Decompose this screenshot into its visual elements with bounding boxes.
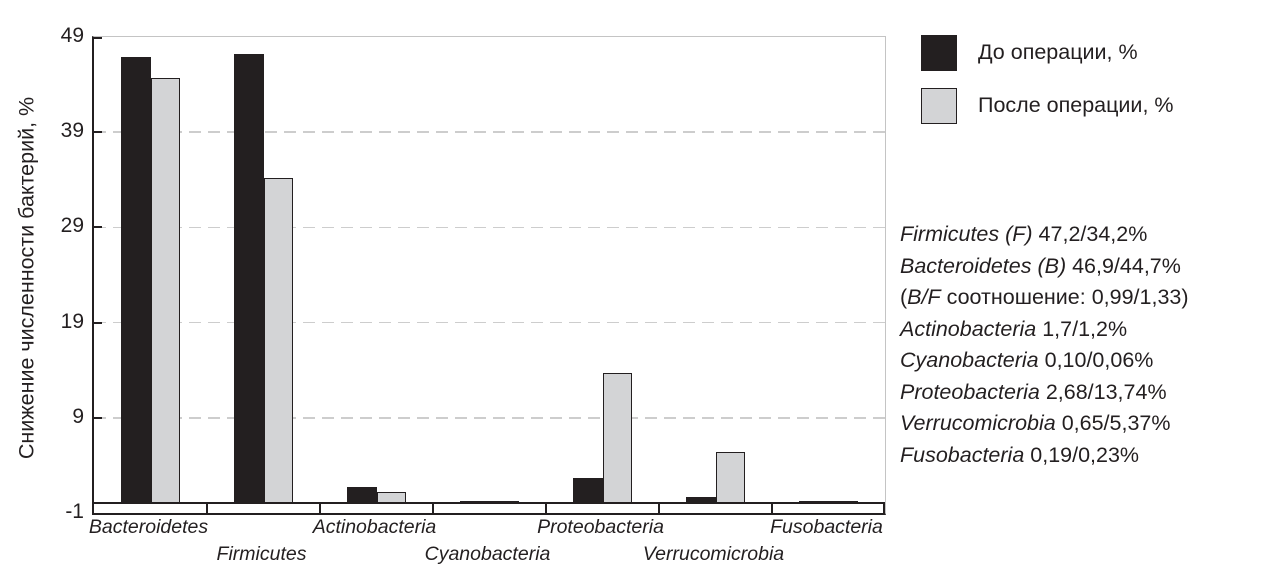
annotation-line: (B/F соотношение: 0,99/1,33) <box>900 282 1189 314</box>
category-separator <box>432 503 434 513</box>
y-tick-label: 29 <box>60 214 84 238</box>
annotation-line: Cyanobacteria 0,10/0,06% <box>900 345 1189 377</box>
annotation-post: 0,10/0,06% <box>1038 348 1154 372</box>
annotation-block: Firmicutes (F) 47,2/34,2% Bacteroidetes (… <box>900 219 1189 471</box>
annotation-line: Fusobacteria 0,19/0,23% <box>900 440 1189 472</box>
category-separator <box>206 503 208 513</box>
gridline-9 <box>94 417 885 419</box>
bar-bacteroidetes-after <box>150 77 180 504</box>
annotation-it: Firmicutes (F) <box>900 222 1033 246</box>
bar-bacteroidetes-before <box>121 57 151 504</box>
x-category-label: Proteobacteria <box>537 516 664 538</box>
y-axis-tick-mark <box>94 416 102 419</box>
bar-cyanobacteria-after <box>489 501 519 504</box>
annotation-it: Actinobacteria <box>900 316 1037 341</box>
y-tick-label: 9 <box>72 404 84 428</box>
bar-fusobacteria-before <box>799 501 829 504</box>
legend-label-after: После операции, % <box>978 93 1174 117</box>
bar-fusobacteria-after <box>828 501 858 504</box>
legend-swatch-before-icon <box>921 34 957 71</box>
bar-firmicutes-after <box>263 177 293 504</box>
annotation-it: Bacteroidetes (B) <box>900 253 1067 278</box>
category-separator <box>883 503 885 513</box>
annotation-post: 46,9/44,7% <box>1066 253 1181 278</box>
legend-label-before: До операции, % <box>978 40 1138 64</box>
bar-actinobacteria-before <box>347 487 377 504</box>
bar-proteobacteria-before <box>573 477 603 504</box>
gridline-39 <box>94 131 885 133</box>
legend: До операции, % После операции, % <box>921 34 1174 124</box>
y-tick-label: 49 <box>60 24 84 47</box>
x-category-label: Bacteroidetes <box>88 516 209 538</box>
plot-area <box>92 36 886 515</box>
y-axis-tick-mark <box>94 37 102 39</box>
category-separator <box>319 503 321 513</box>
annotation-it: Fusobacteria <box>900 442 1025 467</box>
annotation-it: B/F <box>907 285 941 309</box>
annotation-pre: ( <box>900 285 908 309</box>
x-category-label: Cyanobacteria <box>424 543 551 565</box>
legend-swatch-after-icon <box>921 87 957 124</box>
y-tick-label: 19 <box>60 309 84 333</box>
y-axis-tick-mark <box>94 131 102 134</box>
legend-item-after: После операции, % <box>921 87 1174 124</box>
category-separator <box>658 503 660 513</box>
bar-cyanobacteria-before <box>460 501 490 504</box>
bar-proteobacteria-after <box>602 372 632 504</box>
annotation-post: 0,65/5,37% <box>1055 411 1171 435</box>
x-category-label: Actinobacteria <box>312 516 437 538</box>
annotation-post: соотношение: 0,99/1,33) <box>940 285 1189 309</box>
y-axis-tick-mark <box>94 321 102 324</box>
gridline-19 <box>94 321 885 324</box>
x-category-label: Verrucomicrobia <box>642 543 785 565</box>
annotation-line: Actinobacteria 1,7/1,2% <box>900 314 1189 346</box>
y-axis-tick-mark <box>94 226 102 229</box>
bar-verrucomicrobia-after <box>715 452 745 504</box>
y-tick-label: 39 <box>60 119 84 143</box>
x-category-label: Fusobacteria <box>770 516 883 538</box>
bar-firmicutes-before <box>234 54 264 504</box>
annotation-post: 47,2/34,2% <box>1032 222 1148 246</box>
category-separator <box>771 503 773 513</box>
annotation-it: Cyanobacteria <box>900 348 1039 372</box>
legend-item-before: До операции, % <box>921 34 1174 71</box>
gridline-29 <box>94 226 885 229</box>
annotation-it: Verrucomicrobia <box>900 411 1056 435</box>
y-tick-label: -1 <box>65 500 84 523</box>
annotation-line: Verrucomicrobia 0,65/5,37% <box>900 408 1189 440</box>
x-category-label: Firmicutes <box>216 543 307 565</box>
category-separator <box>545 503 547 513</box>
annotation-post: 0,19/0,23% <box>1024 442 1140 467</box>
annotation-it: Proteobacteria <box>900 379 1040 404</box>
annotation-post: 1,7/1,2% <box>1036 316 1128 341</box>
annotation-line: Proteobacteria 2,68/13,74% <box>900 377 1189 409</box>
bar-verrucomicrobia-before <box>686 497 716 504</box>
annotation-line: Bacteroidetes (B) 46,9/44,7% <box>900 251 1189 283</box>
annotation-line: Firmicutes (F) 47,2/34,2% <box>900 219 1189 251</box>
annotation-post: 2,68/13,74% <box>1039 379 1167 404</box>
bar-actinobacteria-after <box>376 492 406 504</box>
